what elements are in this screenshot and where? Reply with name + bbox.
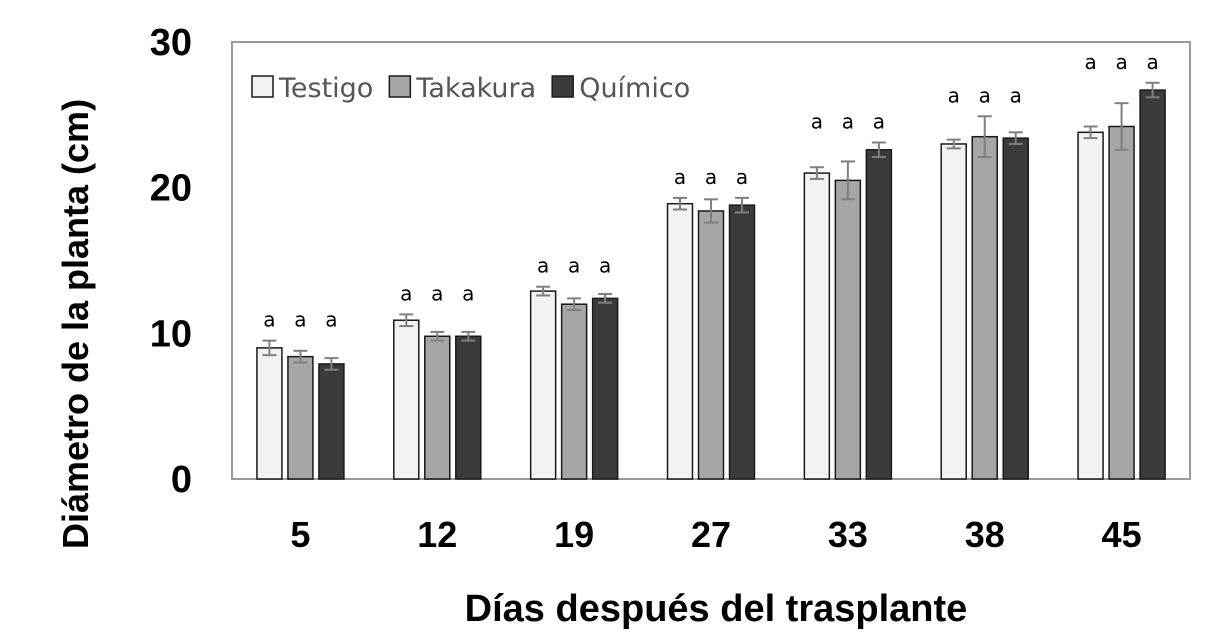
significance-label: a: [325, 308, 337, 332]
legend-swatch-testigo: [251, 75, 274, 98]
bar-takakura-33: [834, 179, 862, 480]
x-tick-label: 33: [828, 514, 868, 555]
significance-label: a: [1010, 83, 1022, 107]
y-axis-label: Diámetro de la planta (cm): [55, 99, 96, 549]
significance-label: a: [1115, 50, 1127, 74]
significance-label: a: [568, 254, 580, 278]
x-tick-label: 38: [965, 514, 1005, 555]
bar-takakura-45: [1108, 125, 1135, 480]
significance-label: a: [873, 110, 885, 134]
significance-label: a: [811, 110, 823, 134]
significance-label: a: [400, 281, 412, 305]
bar-takakura-5: [287, 355, 314, 480]
bar-químico-19: [591, 297, 619, 480]
significance-label: a: [599, 254, 611, 278]
x-axis-label: Días después del trasplante: [465, 588, 968, 630]
bar-testigo-33: [803, 172, 831, 480]
bar-testigo-45: [1077, 131, 1104, 480]
y-ticks: 0 10 20 30: [150, 22, 192, 501]
significance-label: a: [1146, 50, 1158, 74]
bar-takakura-27: [697, 210, 725, 480]
significance-label: a: [979, 83, 991, 107]
x-tick-label: 19: [554, 514, 594, 555]
significance-label: a: [537, 254, 549, 278]
x-ticks: 5 12 19 27 33 38 45: [290, 514, 1141, 555]
significance-label: a: [462, 281, 474, 305]
y-tick-label: 10: [150, 313, 192, 355]
y-tick-label: 0: [171, 459, 192, 501]
bar-takakura-19: [560, 303, 588, 480]
significance-label: a: [431, 281, 443, 305]
bar-testigo-19: [529, 290, 557, 480]
x-tick-label: 45: [1102, 514, 1142, 555]
significance-label: a: [948, 83, 960, 107]
bar-químico-5: [318, 363, 345, 480]
significance-label: a: [674, 165, 686, 189]
significance-label: a: [1084, 50, 1096, 74]
bar-testigo-27: [666, 202, 694, 480]
y-tick-label: 20: [150, 168, 192, 210]
legend-label-químico: Químico: [579, 73, 690, 104]
bar-químico-27: [728, 204, 756, 480]
legend-label-takakura: Takakura: [415, 73, 536, 104]
significance-label: a: [842, 110, 854, 134]
bar-testigo-38: [940, 143, 967, 480]
bar-takakura-12: [424, 335, 451, 480]
bar-químico-33: [865, 149, 893, 480]
bar-testigo-5: [256, 347, 283, 480]
x-tick-label: 5: [290, 514, 310, 555]
x-tick-label: 27: [691, 514, 731, 555]
significance-label: a: [705, 165, 717, 189]
bar-químico-45: [1139, 89, 1166, 480]
legend-swatch-takakura: [388, 75, 412, 98]
bar-testigo-12: [393, 319, 420, 480]
legend-swatch-químico: [551, 75, 574, 98]
legend: Testigo Takakura Químico: [251, 73, 690, 104]
bar-takakura-38: [971, 135, 998, 480]
bars-layer: a a aa a aa a aa a aa a aa a aa a a: [256, 50, 1166, 480]
significance-label: a: [263, 308, 275, 332]
legend-label-testigo: Testigo: [278, 73, 373, 104]
bar-químico-12: [455, 335, 482, 480]
significance-label: a: [294, 308, 306, 332]
x-tick-label: 12: [417, 514, 457, 555]
y-tick-label: 30: [150, 22, 192, 64]
bar-químico-38: [1002, 137, 1029, 480]
significance-label: a: [736, 165, 748, 189]
